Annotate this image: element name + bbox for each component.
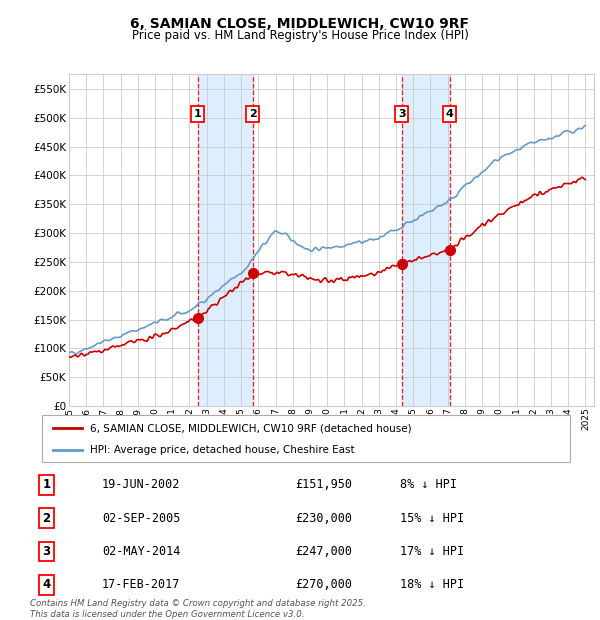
- Text: 1: 1: [194, 109, 202, 119]
- Bar: [197, 74, 253, 406]
- Text: 3: 3: [398, 109, 406, 119]
- Text: Contains HM Land Registry data © Crown copyright and database right 2025.
This d: Contains HM Land Registry data © Crown c…: [30, 600, 366, 619]
- Text: 18% ↓ HPI: 18% ↓ HPI: [400, 578, 464, 591]
- Text: 6, SAMIAN CLOSE, MIDDLEWICH, CW10 9RF: 6, SAMIAN CLOSE, MIDDLEWICH, CW10 9RF: [131, 17, 470, 30]
- Text: 02-MAY-2014: 02-MAY-2014: [102, 545, 180, 558]
- Text: 4: 4: [43, 578, 50, 591]
- Text: 02-SEP-2005: 02-SEP-2005: [102, 512, 180, 525]
- Bar: [402, 74, 450, 406]
- Text: 2: 2: [249, 109, 257, 119]
- Text: £247,000: £247,000: [295, 545, 352, 558]
- Text: 17% ↓ HPI: 17% ↓ HPI: [400, 545, 464, 558]
- Text: 8% ↓ HPI: 8% ↓ HPI: [400, 478, 457, 491]
- Text: 1: 1: [43, 478, 50, 491]
- Text: HPI: Average price, detached house, Cheshire East: HPI: Average price, detached house, Ches…: [89, 445, 354, 455]
- Text: Price paid vs. HM Land Registry's House Price Index (HPI): Price paid vs. HM Land Registry's House …: [131, 29, 469, 42]
- Text: 2: 2: [43, 512, 50, 525]
- Text: 15% ↓ HPI: 15% ↓ HPI: [400, 512, 464, 525]
- Text: 17-FEB-2017: 17-FEB-2017: [102, 578, 180, 591]
- Text: £270,000: £270,000: [295, 578, 352, 591]
- Text: 19-JUN-2002: 19-JUN-2002: [102, 478, 180, 491]
- Text: £230,000: £230,000: [295, 512, 352, 525]
- Text: 4: 4: [446, 109, 454, 119]
- Text: 3: 3: [43, 545, 50, 558]
- Text: £151,950: £151,950: [295, 478, 352, 491]
- Text: 6, SAMIAN CLOSE, MIDDLEWICH, CW10 9RF (detached house): 6, SAMIAN CLOSE, MIDDLEWICH, CW10 9RF (d…: [89, 423, 411, 433]
